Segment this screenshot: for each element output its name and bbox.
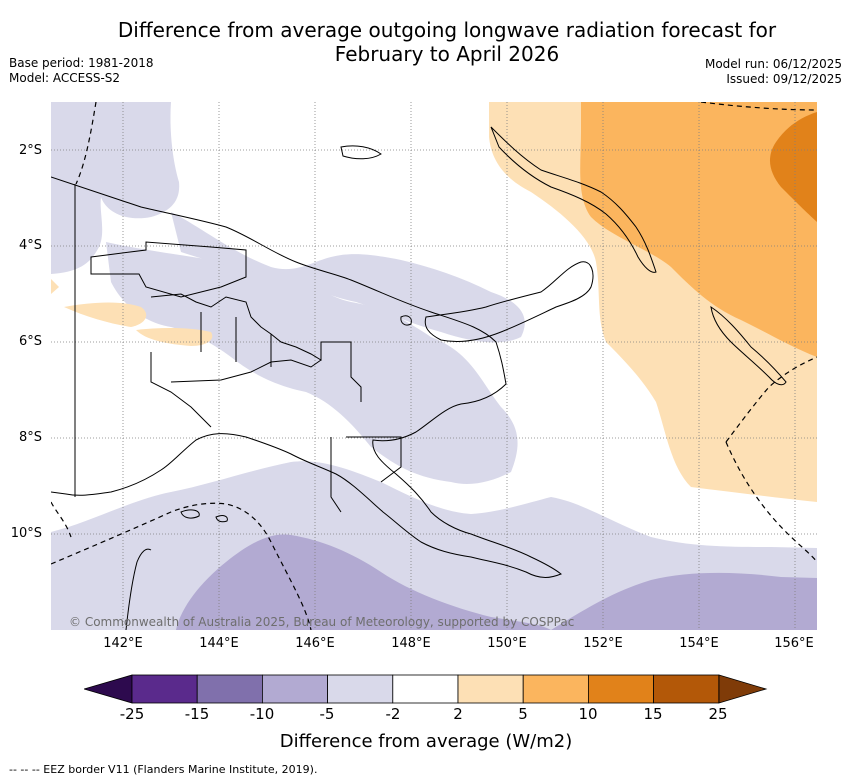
trobriand-coast: [400, 315, 412, 326]
lat-label-8s: 8°S: [18, 430, 42, 445]
lon-label-154e: 154°E: [679, 636, 719, 651]
bougainville-coast: [710, 305, 787, 386]
base-period: Base period: 1981-2018: [9, 56, 154, 70]
colorbar-segment: [196, 674, 263, 704]
eez-legend-note: -- -- -- EEZ border V11 (Flanders Marine…: [9, 763, 318, 776]
anomaly-fill-neg-strong-se: [551, 572, 817, 630]
issued-date: Issued: 09/12/2025: [726, 72, 842, 86]
new-guinea-coast: [51, 176, 562, 578]
colorbar-segment: [392, 674, 459, 704]
colorbar-segment: [653, 674, 720, 704]
anomaly-fill-pos-west2: [64, 302, 147, 327]
colorbar-segment: [457, 674, 524, 704]
gridlines: [51, 102, 817, 630]
colorbar-under-arrow: [84, 674, 133, 704]
cbar-tick: 15: [643, 705, 663, 723]
lon-label-152e: 152°E: [583, 636, 623, 651]
cbar-tick: -25: [119, 705, 145, 723]
cbar-tick: 25: [708, 705, 728, 723]
lat-label-2s: 2°S: [18, 143, 42, 158]
colorbar-segment: [131, 674, 198, 704]
coastlines: [51, 126, 787, 630]
lon-label-150e: 150°E: [487, 636, 527, 651]
title-line-2: February to April 2026: [334, 42, 560, 66]
lat-label-6s: 6°S: [18, 334, 42, 349]
colorbar-label: Difference from average (W/m2): [279, 731, 573, 752]
lon-label-146e: 146°E: [295, 636, 335, 651]
torres-islands: [180, 509, 228, 523]
meta-left: Base period: 1981-2018 Model: ACCESS-S2: [9, 56, 154, 86]
colorbar-segment: [522, 674, 589, 704]
olr-anomaly-map: © Commonwealth of Australia 2025, Bureau…: [51, 102, 817, 630]
cbar-tick: 10: [578, 705, 598, 723]
anomaly-fill-neg-coast: [106, 242, 518, 484]
colorbar-segments: [131, 674, 720, 704]
title-line-1: Difference from average outgoing longwav…: [117, 18, 777, 42]
cape-york-coast: [125, 548, 152, 630]
cbar-tick: 2: [453, 705, 463, 723]
anomaly-fill-pos-strong: [769, 112, 817, 222]
chart-title: Difference from average outgoing longwav…: [0, 18, 850, 66]
anomaly-fill-pos-mid: [580, 102, 817, 357]
lon-label-142e: 142°E: [103, 636, 143, 651]
anomaly-fill-neg-nw: [51, 102, 180, 274]
anomaly-fill-neg-north: [171, 212, 525, 343]
colorbar: [84, 674, 768, 704]
lon-label-144e: 144°E: [199, 636, 239, 651]
anomaly-fill-neg-strong-sw: [176, 534, 551, 630]
cbar-tick: 5: [518, 705, 528, 723]
cbar-tick: -5: [319, 705, 335, 723]
manus-coast: [340, 145, 382, 160]
model-run: Model run: 06/12/2025: [704, 57, 842, 71]
new-ireland-coast: [490, 126, 657, 273]
model-name: Model: ACCESS-S2: [9, 71, 121, 85]
lon-label-156e: 156°E: [774, 636, 814, 651]
colorbar-segment: [587, 674, 654, 704]
admin-borders: [74, 184, 402, 513]
anomaly-fill-pos-west1: [51, 279, 59, 294]
lat-label-4s: 4°S: [18, 238, 42, 253]
eez-borders: [51, 102, 817, 630]
colorbar-over-arrow: [718, 674, 768, 704]
cbar-tick: -2: [385, 705, 401, 723]
new-britain-coast: [424, 261, 594, 343]
colorbar-segment: [327, 674, 394, 704]
cbar-tick: -15: [184, 705, 210, 723]
copyright-notice: © Commonwealth of Australia 2025, Bureau…: [69, 615, 574, 629]
colorbar-segment: [261, 674, 328, 704]
anomaly-fill-pos-west3: [136, 327, 213, 346]
lat-label-10s: 10°S: [10, 526, 42, 541]
cbar-tick: -10: [249, 705, 275, 723]
lon-label-148e: 148°E: [391, 636, 431, 651]
meta-right: Model run: 06/12/2025 Issued: 09/12/2025: [705, 57, 842, 87]
